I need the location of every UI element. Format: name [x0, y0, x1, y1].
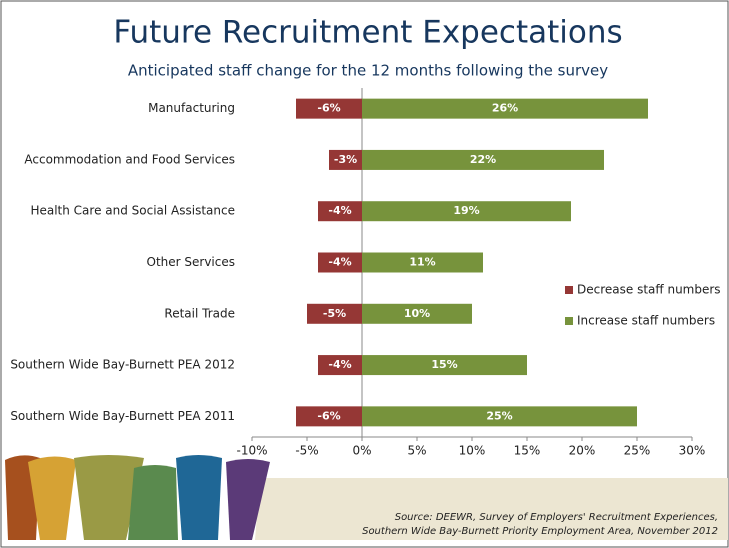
data-label: -6% [317, 409, 340, 422]
bar [307, 303, 362, 324]
x-tick-label: -10% [236, 444, 267, 458]
y-tick-label: Manufacturing [148, 101, 235, 115]
chart-title: Future Recruitment Expectations [113, 15, 622, 51]
x-tick-label: 30% [679, 444, 706, 458]
bar [362, 149, 604, 170]
bar [296, 406, 362, 427]
legend-swatch [565, 286, 573, 294]
decor-shape [74, 455, 144, 540]
data-label: -3% [334, 153, 357, 166]
bar [362, 201, 571, 222]
bar [318, 252, 362, 273]
decor-shape [176, 455, 222, 540]
legend-label: Decrease staff numbers [577, 283, 721, 297]
x-tick-label: 10% [459, 444, 486, 458]
data-label: 19% [453, 204, 479, 217]
y-tick-label: Southern Wide Bay-Burnett PEA 2012 [10, 358, 235, 372]
bar [362, 252, 483, 273]
x-tick-label: -5% [295, 444, 318, 458]
x-tick-label: 20% [569, 444, 596, 458]
data-label: -6% [317, 102, 340, 115]
decor-shape [28, 456, 76, 540]
legend-swatch [565, 317, 573, 325]
data-label: 15% [431, 358, 457, 371]
data-label: 10% [404, 307, 430, 320]
bar [362, 98, 648, 119]
y-tick-label: Southern Wide Bay-Burnett PEA 2011 [10, 409, 235, 423]
data-label: 26% [492, 102, 518, 115]
bar [329, 149, 362, 170]
data-label: 22% [470, 153, 496, 166]
decor-shape [128, 465, 178, 540]
data-label: 25% [486, 409, 512, 422]
data-label: -4% [328, 256, 351, 269]
legend-label: Increase staff numbers [577, 314, 715, 328]
x-tick-label: 0% [352, 444, 371, 458]
x-tick-label: 15% [514, 444, 541, 458]
bar [318, 355, 362, 376]
source-note: Source: DEEWR, Survey of Employers' Recr… [395, 512, 718, 523]
x-tick-label: 5% [407, 444, 426, 458]
decor-shape [226, 459, 270, 540]
bar [362, 303, 472, 324]
data-label: -4% [328, 358, 351, 371]
bar [296, 98, 362, 119]
bar [318, 201, 362, 222]
bar [362, 406, 637, 427]
chart-subtitle: Anticipated staff change for the 12 mont… [128, 62, 608, 80]
data-label: -4% [328, 204, 351, 217]
y-tick-label: Other Services [147, 255, 236, 269]
y-tick-label: Accommodation and Food Services [24, 152, 235, 166]
data-label: 11% [409, 256, 435, 269]
footer-band [255, 478, 728, 540]
y-tick-label: Health Care and Social Assistance [30, 204, 235, 218]
data-label: -5% [323, 307, 346, 320]
bar [362, 355, 527, 376]
y-tick-label: Retail Trade [164, 306, 235, 320]
x-tick-label: 25% [624, 444, 651, 458]
source-note: Southern Wide Bay-Burnett Priority Emplo… [362, 526, 718, 537]
